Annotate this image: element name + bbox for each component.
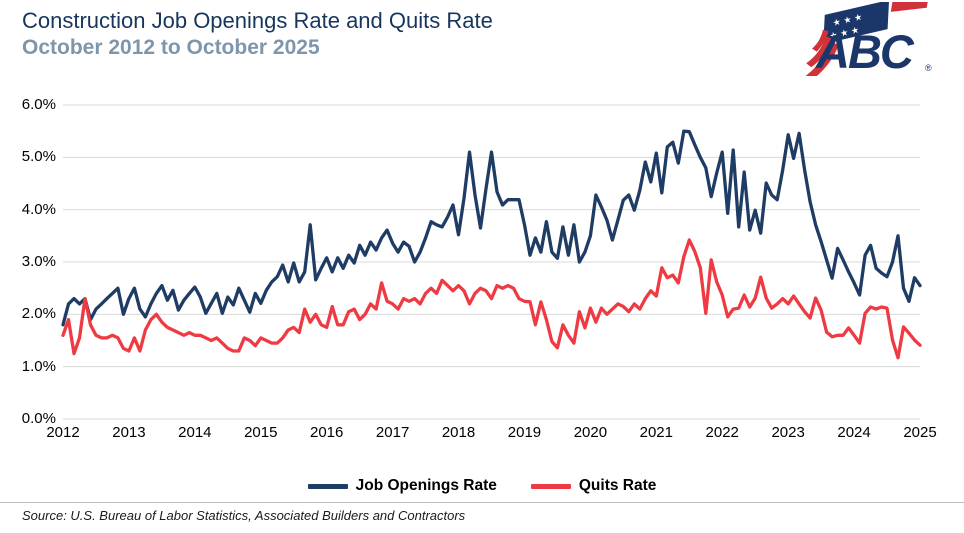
flag-stripe-1	[799, 42, 839, 76]
flag-canton	[823, 2, 890, 44]
abc-flag: ★ ★ ★ ★ ★ ★	[799, 2, 929, 76]
abc-logo-reg: ®	[925, 63, 932, 73]
page-subtitle: October 2012 to October 2025	[22, 36, 320, 59]
flag-stripe-right	[890, 2, 929, 12]
abc-logo: ★ ★ ★ ★ ★ ★ ABC ®	[799, 2, 932, 76]
chart-legend: Job Openings Rate Quits Rate	[0, 477, 964, 495]
series-line-job-openings-rate	[61, 129, 922, 327]
legend-line-swatch-job-openings	[307, 483, 348, 489]
flag-stripe-2	[806, 36, 833, 68]
legend-label-job-openings: Job Openings Rate	[355, 477, 497, 494]
source-text: Source: U.S. Bureau of Labor Statistics,…	[22, 508, 466, 523]
flag-stripe-3	[812, 29, 829, 52]
series-line-quits-rate	[61, 238, 922, 360]
footer-divider: Source: U.S. Bureau of Labor Statistics,…	[0, 502, 964, 523]
legend-label-quits: Quits Rate	[578, 477, 657, 494]
legend-item-job-openings-rate: Job Openings Rate	[307, 477, 497, 495]
page-title: Construction Job Openings Rate and Quits…	[22, 8, 493, 33]
abc-logo-text: ABC	[815, 25, 915, 76]
legend-line-swatch-quits	[530, 483, 571, 489]
legend-item-quits-rate: Quits Rate	[530, 477, 657, 495]
